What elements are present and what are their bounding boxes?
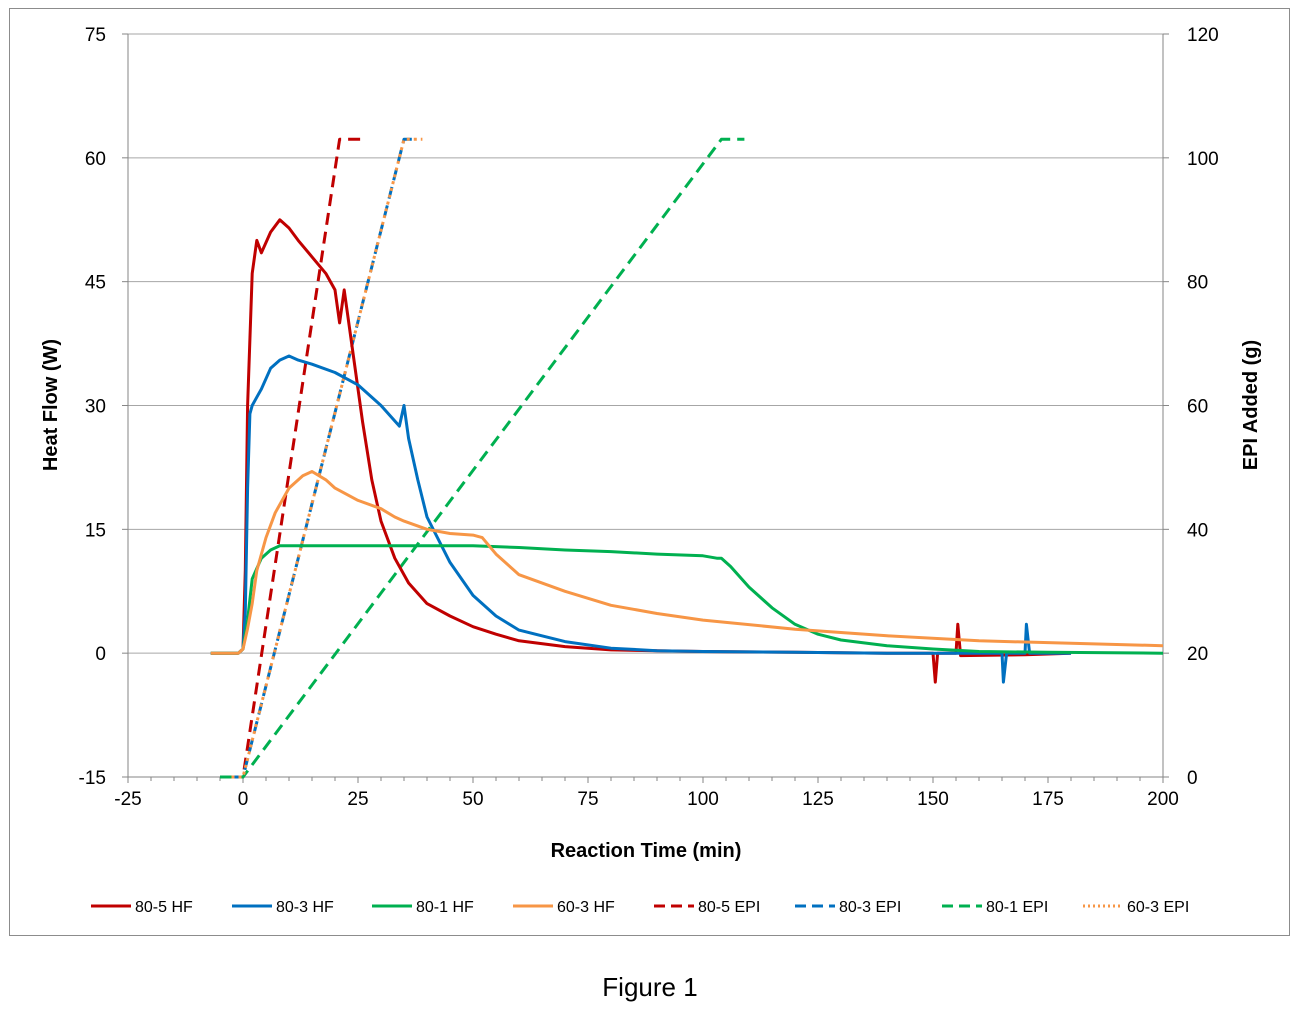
- y-tick-label: 45: [85, 273, 106, 294]
- y2-tick-label: 0: [1187, 768, 1198, 789]
- chart-frame: [9, 8, 1290, 936]
- x-tick-label: 200: [1147, 789, 1179, 810]
- x-axis-title: Reaction Time (min): [551, 840, 742, 862]
- figure-caption: Figure 1: [602, 972, 698, 1002]
- legend-label: 60-3 HF: [557, 899, 615, 916]
- x-tick-label: 175: [1032, 789, 1064, 810]
- series-line-80-3-epi: [231, 137, 418, 779]
- y2-tick-label: 20: [1187, 644, 1208, 665]
- legend-label: 80-1 EPI: [986, 899, 1048, 916]
- series-line-80-5-hf: [210, 218, 1072, 684]
- legend: 80-5 HF 80-3 HF 80-1 HF 60-3 HF 80-5 EPI 80-3…: [91, 899, 1189, 916]
- y-tick-label: 0: [95, 644, 106, 665]
- series-lines: [210, 137, 1164, 779]
- y2-tick-label: 100: [1187, 149, 1219, 170]
- gridlines: [128, 33, 1163, 654]
- x-tick-label: 100: [687, 789, 719, 810]
- y2-tick-label: 40: [1187, 520, 1208, 541]
- series-line-80-1-hf: [210, 544, 1164, 655]
- y-tick-label: -15: [79, 768, 106, 789]
- y-tick-label: 15: [85, 520, 106, 541]
- legend-label: 80-1 HF: [416, 899, 474, 916]
- legend-label: 80-3 EPI: [839, 899, 901, 916]
- y-tick-label: 75: [85, 25, 106, 46]
- series-line-80-1-epi: [220, 137, 745, 779]
- x-tick-label: 75: [577, 789, 598, 810]
- x-tick-label: 25: [347, 789, 368, 810]
- x-tick-label: 50: [462, 789, 483, 810]
- legend-label: 80-5 HF: [135, 899, 193, 916]
- y2-tick-label: 120: [1187, 25, 1219, 46]
- legend-label: 80-3 HF: [276, 899, 334, 916]
- tick-labels: -25 0 25 50 75 100 125 150 175 200 -15 0 15 30 45 60 75 0…: [79, 25, 1219, 810]
- axes: [122, 33, 1169, 783]
- y-tick-label: 60: [85, 149, 106, 170]
- series-line-80-3-hf: [210, 354, 1071, 684]
- x-tick-label: 125: [802, 789, 834, 810]
- series-line-60-3-epi: [231, 137, 423, 779]
- y-axis-title: Heat Flow (W): [40, 339, 62, 471]
- legend-label: 80-5 EPI: [698, 899, 760, 916]
- y2-axis-title: EPI Added (g): [1240, 340, 1262, 470]
- x-tick-label: -25: [114, 789, 141, 810]
- y2-tick-label: 60: [1187, 397, 1208, 418]
- legend-label: 60-3 EPI: [1127, 899, 1189, 916]
- series-line-60-3-hf: [210, 470, 1164, 655]
- y-tick-label: 30: [85, 397, 106, 418]
- y2-tick-label: 80: [1187, 273, 1208, 294]
- series-line-80-5-epi: [231, 137, 363, 779]
- x-tick-label: 0: [238, 789, 249, 810]
- x-tick-label: 150: [917, 789, 949, 810]
